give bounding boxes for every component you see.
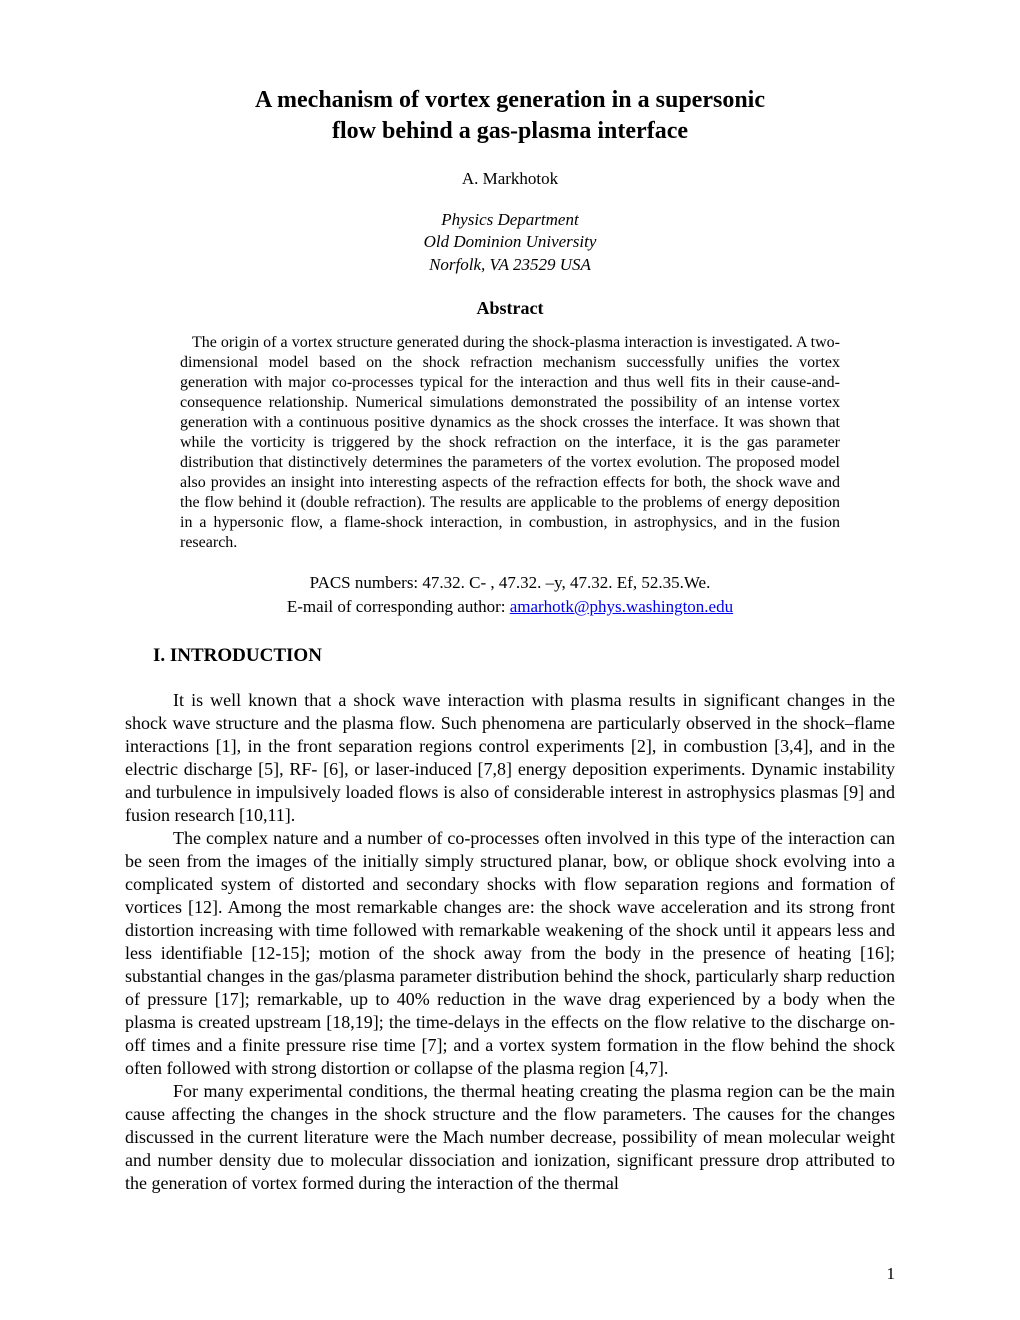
title-line-2: flow behind a gas-plasma interface [332,118,688,144]
paragraph-1: It is well known that a shock wave inter… [125,689,895,827]
paragraph-3: For many experimental conditions, the th… [125,1080,895,1195]
abstract-text: The origin of a vortex structure generat… [180,333,840,553]
email-line: E-mail of corresponding author: amarhotk… [125,597,895,617]
author-name: Markhotok [483,169,559,188]
affiliation: Physics Department Old Dominion Universi… [125,209,895,275]
author-line: A. Markhotok [125,169,895,189]
title-line-1: A mechanism of vortex generation in a su… [255,87,765,113]
affiliation-dept: Physics Department [441,210,578,229]
email-link[interactable]: amarhotk@phys.washington.edu [510,597,733,616]
pacs-numbers: PACS numbers: 47.32. C- , 47.32. –y, 47.… [125,573,895,593]
paper-title: A mechanism of vortex generation in a su… [125,85,895,147]
author-prefix: A. [462,169,483,188]
affiliation-location: Norfolk, VA 23529 USA [429,255,591,274]
affiliation-univ: Old Dominion University [424,232,597,251]
page-number: 1 [887,1264,896,1284]
email-label: E-mail of corresponding author: [287,597,510,616]
abstract-heading: Abstract [125,298,895,319]
paragraph-2: The complex nature and a number of co-pr… [125,827,895,1080]
section-heading-introduction: I. INTRODUCTION [153,645,895,667]
